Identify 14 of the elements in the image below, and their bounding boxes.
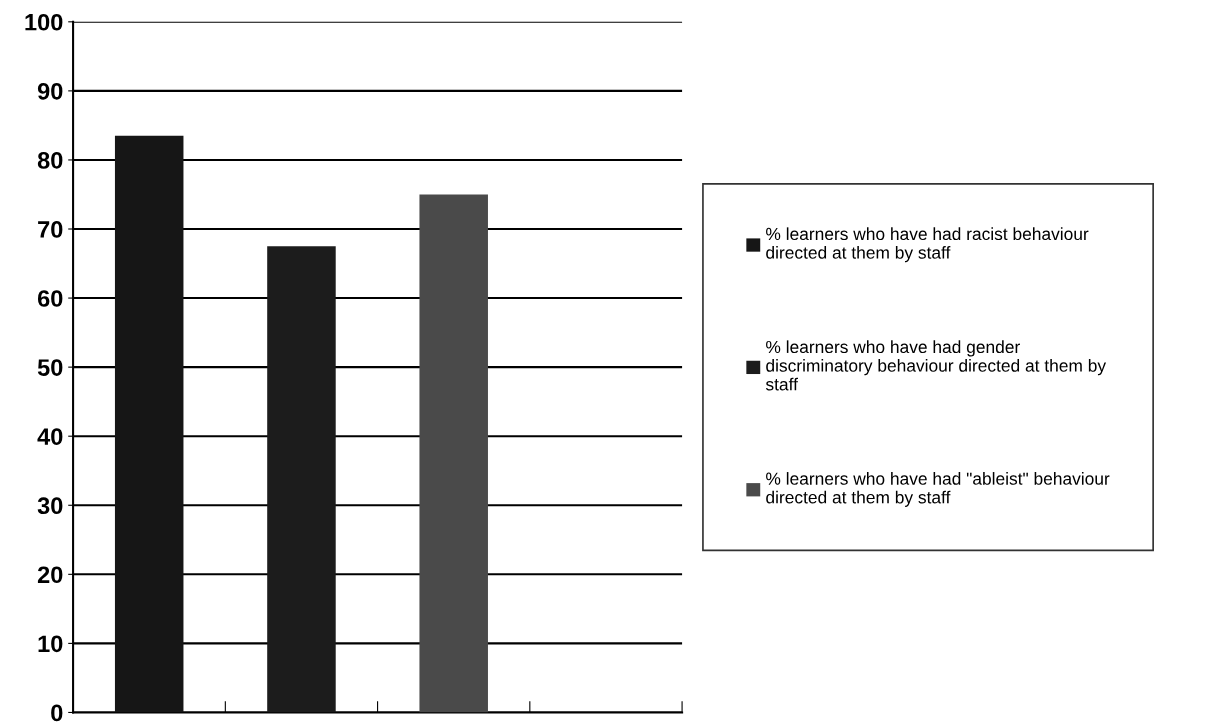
y-tick-label: 40 xyxy=(37,428,63,445)
legend-label: % learners who have had "ableist" behaviour directed at them by staff xyxy=(766,472,1110,507)
y-tick-label: 10 xyxy=(38,635,63,653)
legend-label: % learners who have had racist behaviour directed at them by staff xyxy=(766,227,1089,263)
y-tick-label: 50 xyxy=(37,359,63,376)
legend-label: % learners who have had gender discriminatory behaviour directed at them by staff xyxy=(765,340,1107,391)
y-tick-label: 0 xyxy=(51,704,63,722)
y-tick-label: 90 xyxy=(37,82,63,100)
y-tick-label: 100 xyxy=(25,13,63,31)
y-tick-label: 70 xyxy=(38,221,63,238)
y-tick-label: 60 xyxy=(37,290,63,307)
y-tick-label: 30 xyxy=(37,497,63,515)
y-tick-label: 80 xyxy=(37,152,63,169)
y-tick-label: 20 xyxy=(37,566,63,584)
